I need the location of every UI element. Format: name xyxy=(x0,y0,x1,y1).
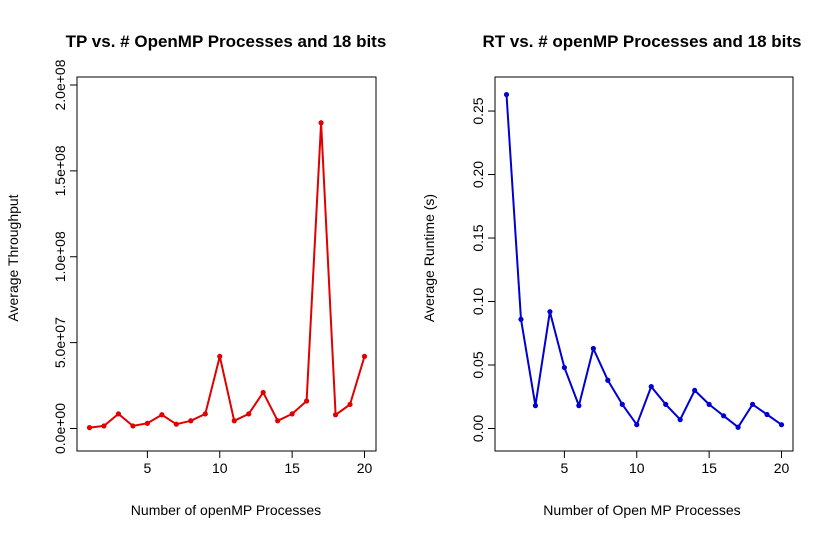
data-point xyxy=(347,401,353,408)
x-tick-label: 20 xyxy=(774,460,790,476)
data-point xyxy=(173,421,179,427)
y-axis-label: Average Runtime (s) xyxy=(421,194,437,322)
data-point xyxy=(749,401,756,407)
data-point xyxy=(275,418,281,424)
data-point xyxy=(503,91,510,98)
y-tick-label: 0.00 xyxy=(470,415,486,442)
data-point xyxy=(361,353,368,359)
data-point xyxy=(677,417,683,423)
data-point xyxy=(332,412,339,418)
throughput-chart: TP vs. # OpenMP Processes and 18 bits Nu… xyxy=(5,32,386,518)
plot-frame xyxy=(76,76,377,452)
data-point xyxy=(217,353,223,359)
plot-frame xyxy=(494,76,794,452)
x-axis: 5 10 15 20 xyxy=(560,451,789,476)
x-axis-label: Number of openMP Processes xyxy=(131,502,321,518)
y-tick-label: 0.20 xyxy=(470,161,486,188)
y-axis: 0.00 0.05 0.10 0.15 0.20 0.25 xyxy=(470,97,495,442)
y-axis: 0.0e+00 5.0e+07 1.0e+08 1.5e+08 2.0e+08 xyxy=(52,59,77,454)
x-tick-label: 15 xyxy=(284,460,300,476)
y-tick-label: 1.0e+08 xyxy=(52,231,68,282)
data-point xyxy=(721,413,727,419)
data-point xyxy=(86,425,93,431)
data-point xyxy=(576,403,582,409)
data-point xyxy=(144,420,150,426)
x-tick-label: 5 xyxy=(143,460,151,476)
data-point xyxy=(590,345,596,352)
runtime-chart: RT vs. # openMP Processes and 18 bits Nu… xyxy=(421,32,802,518)
data-point xyxy=(605,377,611,383)
data-point xyxy=(561,364,567,371)
data-point xyxy=(634,422,640,428)
data-point xyxy=(692,387,698,394)
y-tick-label: 0.0e+00 xyxy=(52,403,68,454)
data-point xyxy=(202,411,208,417)
series-line xyxy=(505,94,783,429)
data-point xyxy=(188,418,194,424)
data-point xyxy=(532,403,539,409)
series-line xyxy=(89,121,366,429)
y-axis-label: Average Throughput xyxy=(5,194,21,321)
x-tick-label: 10 xyxy=(212,460,228,476)
y-tick-label: 2.0e+08 xyxy=(52,59,68,110)
data-point xyxy=(260,389,266,396)
data-point xyxy=(648,383,654,390)
x-tick-label: 15 xyxy=(701,460,717,476)
data-point xyxy=(547,309,553,315)
y-tick-label: 0.10 xyxy=(470,288,486,315)
y-tick-label: 0.05 xyxy=(470,351,486,378)
chart-title: RT vs. # openMP Processes and 18 bits xyxy=(482,32,801,51)
data-point xyxy=(619,401,625,407)
y-tick-label: 5.0e+07 xyxy=(52,317,68,368)
chart-title: TP vs. # OpenMP Processes and 18 bits xyxy=(66,32,387,51)
data-point xyxy=(518,316,524,322)
data-point xyxy=(101,423,107,429)
data-point xyxy=(318,120,324,126)
data-point xyxy=(778,422,785,428)
x-tick-label: 10 xyxy=(629,460,645,476)
y-tick-label: 0.25 xyxy=(470,97,486,124)
data-point xyxy=(115,411,122,417)
data-point xyxy=(231,418,237,424)
y-tick-label: 1.5e+08 xyxy=(52,145,68,196)
x-tick-label: 20 xyxy=(357,460,373,476)
data-point xyxy=(246,411,252,417)
x-axis: 5 10 15 20 xyxy=(143,451,372,476)
data-point xyxy=(764,411,770,418)
data-point xyxy=(159,412,165,418)
x-axis-label: Number of Open MP Processes xyxy=(543,502,740,518)
y-tick-label: 0.15 xyxy=(470,224,486,251)
data-point xyxy=(289,411,295,417)
data-point xyxy=(130,423,136,429)
data-point xyxy=(706,401,712,407)
data-point xyxy=(304,398,310,404)
data-point xyxy=(735,424,741,430)
data-point xyxy=(663,401,669,407)
x-tick-label: 5 xyxy=(560,460,568,476)
